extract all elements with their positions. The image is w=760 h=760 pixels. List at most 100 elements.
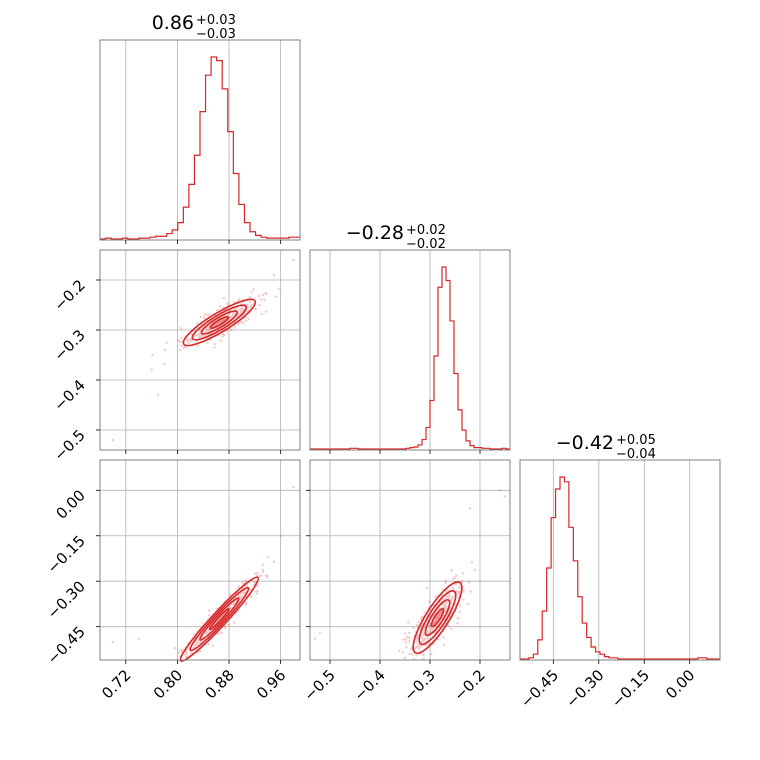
- sample-point: [198, 641, 202, 644]
- sample-point: [405, 646, 408, 649]
- sample-point: [447, 595, 451, 598]
- sample-point: [456, 616, 459, 620]
- sample-point: [261, 563, 265, 566]
- sample-point: [458, 587, 462, 590]
- x-tick-label: 0.96: [253, 666, 289, 702]
- sample-point: [178, 348, 182, 352]
- sample-point: [226, 302, 229, 305]
- sample-point: [430, 629, 433, 632]
- contour-level: [430, 607, 445, 628]
- sample-point: [445, 600, 449, 604]
- sample-point: [416, 637, 419, 640]
- sample-point: [219, 339, 223, 342]
- sample-point: [256, 574, 259, 577]
- sample-point: [445, 595, 448, 598]
- sample-point: [255, 592, 259, 595]
- sample-point: [232, 311, 235, 315]
- scatter-panel-2-3: [309, 459, 511, 661]
- sample-point: [239, 310, 243, 313]
- sample-point: [415, 654, 418, 657]
- sample-point: [403, 632, 407, 635]
- sample-point: [177, 651, 180, 655]
- outlier-point: [156, 393, 160, 397]
- sample-point: [447, 609, 451, 613]
- sample-point: [220, 615, 224, 618]
- sample-point: [467, 602, 470, 605]
- sample-point: [210, 328, 213, 332]
- sample-point: [462, 598, 465, 601]
- sample-point: [231, 313, 234, 316]
- sample-point: [445, 589, 448, 592]
- sample-point: [443, 603, 446, 606]
- sample-point: [241, 308, 244, 311]
- sample-point: [204, 632, 207, 636]
- sample-point: [207, 642, 210, 646]
- sample-point: [444, 603, 447, 606]
- sample-point: [416, 623, 419, 627]
- panel-border: [309, 249, 511, 451]
- contour-level: [412, 581, 463, 654]
- contour-level: [424, 598, 451, 637]
- sample-point: [469, 590, 472, 593]
- sample-point: [257, 294, 261, 298]
- sample-point: [416, 643, 420, 646]
- sample-point: [436, 617, 440, 620]
- sample-point: [440, 594, 443, 597]
- sample-point: [213, 323, 217, 327]
- sample-point: [467, 580, 471, 584]
- sample-point: [239, 596, 242, 599]
- sample-point: [419, 616, 423, 620]
- y-tick-label: −0.4: [50, 376, 88, 414]
- outlier-point: [279, 534, 282, 537]
- sample-point: [201, 622, 204, 625]
- sample-point: [256, 584, 259, 588]
- sample-point: [437, 613, 440, 617]
- sample-point: [454, 583, 457, 586]
- sample-point: [195, 333, 199, 337]
- sample-point: [456, 622, 459, 625]
- y-tick-label: −0.2: [50, 276, 88, 314]
- sample-point: [261, 293, 265, 297]
- sample-point: [238, 321, 241, 324]
- sample-point: [264, 292, 268, 295]
- panel-background: [310, 250, 510, 450]
- sample-point: [438, 611, 442, 615]
- sample-point: [277, 287, 281, 290]
- sample-point: [460, 580, 463, 583]
- sample-point: [450, 599, 454, 602]
- panel-background: [100, 250, 300, 450]
- axis-ticks: [96, 240, 691, 664]
- sample-point: [206, 631, 210, 634]
- sample-point: [238, 312, 241, 316]
- sample-point: [196, 322, 199, 325]
- sample-point: [233, 326, 236, 329]
- sample-point: [249, 300, 252, 304]
- sample-point: [236, 314, 240, 317]
- sample-point: [451, 586, 455, 590]
- sample-point: [213, 342, 217, 346]
- sample-point: [407, 631, 411, 635]
- sample-point: [244, 603, 248, 606]
- histogram-step-line: [520, 476, 720, 660]
- sample-point: [243, 589, 247, 592]
- sample-point: [422, 633, 425, 636]
- sample-point: [451, 596, 454, 600]
- sample-point: [233, 601, 236, 605]
- sample-point: [407, 621, 410, 624]
- sample-point: [451, 596, 454, 599]
- outlier-point: [272, 273, 276, 277]
- sample-point: [242, 591, 245, 594]
- y-tick-label: −0.5: [50, 426, 88, 464]
- sample-point: [462, 589, 465, 592]
- sample-point: [199, 335, 202, 339]
- scatter-panel-1-3: [99, 459, 301, 662]
- sample-point: [444, 579, 448, 583]
- outlier-point: [498, 489, 502, 492]
- sample-point: [205, 330, 208, 333]
- sample-point: [183, 345, 186, 348]
- sample-point: [178, 340, 181, 344]
- param-title-value: 0.86: [152, 12, 194, 34]
- y-tick-label: −0.15: [44, 532, 89, 577]
- sample-point: [438, 615, 441, 619]
- param-title-err-plus: +0.05: [616, 433, 656, 448]
